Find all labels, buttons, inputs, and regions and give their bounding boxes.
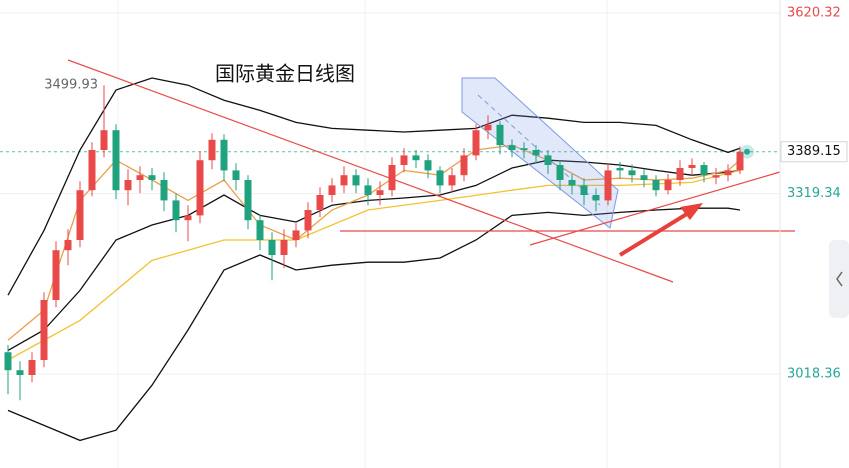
candles: 3499.93 — [4, 78, 754, 401]
candle-body — [652, 180, 660, 191]
candle-body — [4, 352, 12, 371]
indicator-line — [7, 207, 741, 442]
candle-body — [304, 210, 312, 231]
rising-line — [529, 171, 781, 246]
candle-body — [508, 145, 516, 150]
candle-body — [724, 170, 732, 176]
candle-body — [580, 185, 588, 195]
candle-body — [40, 300, 48, 360]
candle-body — [688, 165, 696, 168]
candle-body — [544, 155, 552, 165]
candle-body — [412, 155, 420, 161]
indicator-lines — [7, 77, 741, 442]
candle-body — [568, 180, 576, 186]
candle-body — [604, 170, 612, 201]
candle-body — [364, 185, 372, 195]
last-price-label: 3389.15 — [787, 144, 841, 159]
candle-body — [436, 170, 444, 186]
candle-body — [400, 155, 408, 165]
candle-body — [676, 168, 684, 180]
grid — [0, 12, 780, 375]
candle-body — [256, 220, 264, 240]
y-tick-label: 3620.32 — [787, 6, 841, 21]
candle-body — [484, 124, 492, 131]
candle-body — [148, 175, 156, 180]
candle-body — [328, 185, 336, 195]
candle-body — [664, 180, 672, 191]
candle-body — [160, 180, 168, 201]
candle-body — [268, 240, 276, 255]
trend-line — [67, 59, 674, 283]
candle-body — [280, 240, 288, 255]
last-price-dot — [744, 148, 750, 155]
candle-body — [736, 151, 744, 171]
candle-body — [352, 175, 360, 186]
y-tick-label: 3319.34 — [787, 186, 841, 201]
candle-body — [556, 165, 564, 180]
candle-body — [700, 165, 708, 176]
chart-title: 国际黄金日线图 — [215, 62, 355, 86]
indicator-line — [7, 159, 741, 351]
candle-body — [28, 360, 36, 375]
candle-body — [88, 150, 96, 191]
candle-body — [532, 150, 540, 156]
candle-body — [112, 130, 120, 191]
candle-body — [76, 190, 84, 240]
candle-body — [340, 175, 348, 186]
collapse-icon — [836, 271, 843, 287]
candle-body — [628, 170, 636, 176]
indicator-line — [7, 144, 741, 341]
candle-body — [424, 160, 432, 171]
candle-body — [64, 240, 72, 251]
arrow-shaft — [618, 210, 692, 257]
candle-body — [496, 124, 504, 146]
candle-body — [136, 175, 144, 180]
candle-body — [244, 180, 252, 221]
candle-body — [16, 370, 24, 375]
candle-body — [520, 148, 528, 150]
candle-body — [172, 200, 180, 221]
candle-body — [100, 130, 108, 150]
arrow-head — [680, 203, 703, 220]
candle-body — [616, 168, 624, 171]
candle-body — [184, 215, 192, 221]
high-annotation: 3499.93 — [44, 78, 98, 93]
candle-body — [52, 250, 60, 300]
candle-body — [196, 160, 204, 216]
candle-body — [208, 139, 216, 161]
candle-body — [448, 175, 456, 186]
y-tick-label: 3018.36 — [787, 367, 841, 382]
candle-body — [220, 139, 228, 171]
candle-body — [232, 170, 240, 180]
last-price-badge — [780, 141, 848, 163]
candle-body — [376, 190, 384, 195]
y-axis: 3620.32 3319.34 3018.36 3389.15 — [780, 6, 848, 382]
candle-body — [388, 165, 396, 191]
candle-body — [712, 175, 720, 178]
candle-body — [124, 180, 132, 191]
candle-body — [640, 175, 648, 180]
candle-body — [460, 155, 468, 176]
collapse-button[interactable] — [829, 240, 849, 318]
candle-body — [472, 130, 480, 156]
indicator-line — [7, 169, 741, 361]
candle-body — [592, 195, 600, 201]
candle-body — [316, 195, 324, 210]
candle-body — [292, 230, 300, 240]
